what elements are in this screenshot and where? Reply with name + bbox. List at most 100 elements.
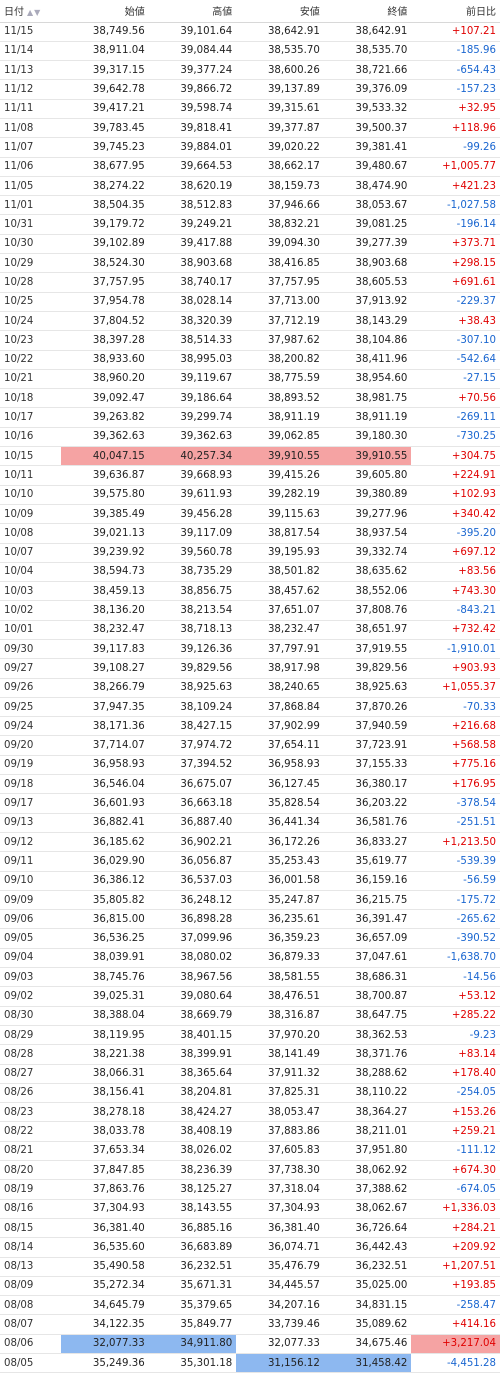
change-cell: +38.43 xyxy=(411,311,500,332)
table-row: 11/12 39,642.78 39,866.72 39,137.89 39,376.0… xyxy=(0,79,500,100)
close-cell: 38,686.31 xyxy=(323,967,412,988)
low-cell: 37,712.19 xyxy=(236,311,324,332)
high-cell: 38,320.39 xyxy=(148,311,237,332)
table-row: 08/20 37,847.85 38,236.39 37,738.30 38,062.9… xyxy=(0,1160,500,1181)
table-row: 11/11 39,417.21 39,598.74 39,315.61 39,533.3… xyxy=(0,99,500,119)
high-cell: 36,683.89 xyxy=(148,1237,237,1258)
open-column-header[interactable]: 始値 xyxy=(61,0,149,23)
high-cell: 38,424.27 xyxy=(148,1102,237,1123)
low-cell: 39,137.89 xyxy=(236,79,324,100)
change-cell: -157.23 xyxy=(411,79,500,100)
close-cell: 38,700.87 xyxy=(323,986,412,1007)
high-cell: 38,514.33 xyxy=(148,330,237,351)
high-cell: 38,213.54 xyxy=(148,600,237,621)
open-cell: 38,221.38 xyxy=(61,1044,149,1065)
open-cell: 38,749.56 xyxy=(61,22,149,42)
sort-icon[interactable]: ▲▼ xyxy=(27,8,42,18)
open-cell: 38,066.31 xyxy=(61,1064,149,1084)
high-cell: 38,109.24 xyxy=(148,697,237,718)
table-row: 08/30 38,388.04 38,669.79 38,316.87 38,647.7… xyxy=(0,1006,500,1026)
table-row: 08/27 38,066.31 38,365.64 37,911.32 38,288.6… xyxy=(0,1064,500,1084)
change-cell: +1,005.77 xyxy=(411,157,500,177)
close-cell: 39,533.32 xyxy=(323,99,412,119)
table-row: 08/09 35,272.34 35,671.31 34,445.57 35,025.0… xyxy=(0,1276,500,1297)
change-cell: +903.93 xyxy=(411,658,500,679)
high-cell: 38,143.55 xyxy=(148,1199,237,1219)
change-cell: +285.22 xyxy=(411,1006,500,1026)
table-row: 10/18 39,092.47 39,186.64 38,893.52 38,981.7… xyxy=(0,388,500,409)
close-cell: 35,619.77 xyxy=(323,851,412,872)
change-cell: +178.40 xyxy=(411,1064,500,1084)
open-cell: 40,047.15 xyxy=(61,446,149,467)
high-cell: 40,257.34 xyxy=(148,446,237,467)
low-cell: 39,377.87 xyxy=(236,118,324,139)
change-cell: -307.10 xyxy=(411,330,500,351)
open-cell: 39,317.15 xyxy=(61,60,149,81)
low-cell: 36,127.45 xyxy=(236,774,324,795)
high-cell: 38,925.63 xyxy=(148,678,237,698)
date-cell: 11/15 xyxy=(0,22,62,42)
open-cell: 39,117.83 xyxy=(61,639,149,660)
table-row: 10/08 39,021.13 39,117.09 38,817.54 38,937.5… xyxy=(0,523,500,544)
low-column-header[interactable]: 安値 xyxy=(236,0,324,23)
close-column-header[interactable]: 終値 xyxy=(323,0,412,23)
open-cell: 34,645.79 xyxy=(61,1295,149,1316)
open-cell: 36,958.93 xyxy=(61,755,149,776)
change-cell: +209.92 xyxy=(411,1237,500,1258)
table-row: 10/23 38,397.28 38,514.33 37,987.62 38,104.8… xyxy=(0,330,500,351)
change-cell: -1,910.01 xyxy=(411,639,500,660)
high-column-header[interactable]: 高値 xyxy=(148,0,237,23)
close-cell: 37,388.62 xyxy=(323,1179,412,1200)
close-cell: 36,232.51 xyxy=(323,1257,412,1277)
change-cell: +83.14 xyxy=(411,1044,500,1065)
high-cell: 36,885.16 xyxy=(148,1218,237,1239)
open-cell: 39,179.72 xyxy=(61,214,149,235)
date-cell: 11/01 xyxy=(0,195,62,216)
date-column-header[interactable]: 日付 ▲▼ xyxy=(0,0,62,23)
open-cell: 38,039.91 xyxy=(61,948,149,969)
low-cell: 37,605.83 xyxy=(236,1141,324,1162)
change-cell: +340.42 xyxy=(411,504,500,525)
open-cell: 38,459.13 xyxy=(61,581,149,602)
date-cell: 08/26 xyxy=(0,1083,62,1104)
table-row: 09/05 36,536.25 37,099.96 36,359.23 36,657.0… xyxy=(0,928,500,949)
close-cell: 38,062.67 xyxy=(323,1199,412,1219)
high-cell: 35,379.65 xyxy=(148,1295,237,1316)
date-cell: 08/15 xyxy=(0,1218,62,1239)
low-cell: 38,600.26 xyxy=(236,60,324,81)
change-cell: -254.05 xyxy=(411,1083,500,1104)
change-cell: -56.59 xyxy=(411,871,500,891)
close-cell: 36,726.64 xyxy=(323,1218,412,1239)
low-cell: 37,738.30 xyxy=(236,1160,324,1181)
low-cell: 38,911.19 xyxy=(236,407,324,428)
date-cell: 10/09 xyxy=(0,504,62,525)
open-cell: 36,536.25 xyxy=(61,928,149,949)
low-cell: 37,797.91 xyxy=(236,639,324,660)
close-cell: 39,180.30 xyxy=(323,427,412,448)
open-cell: 36,029.90 xyxy=(61,851,149,872)
table-row: 08/08 34,645.79 35,379.65 34,207.16 34,831.1… xyxy=(0,1295,500,1316)
change-cell: -229.37 xyxy=(411,292,500,312)
close-cell: 38,903.68 xyxy=(323,253,412,274)
change-cell: +118.96 xyxy=(411,118,500,139)
open-cell: 38,745.76 xyxy=(61,967,149,988)
close-cell: 37,919.55 xyxy=(323,639,412,660)
date-cell: 08/20 xyxy=(0,1160,62,1181)
open-cell: 37,954.78 xyxy=(61,292,149,312)
open-cell: 36,546.04 xyxy=(61,774,149,795)
low-cell: 32,077.33 xyxy=(236,1334,324,1354)
change-cell: -27.15 xyxy=(411,369,500,390)
high-cell: 38,620.19 xyxy=(148,176,237,197)
open-cell: 39,025.31 xyxy=(61,986,149,1007)
table-row: 10/02 38,136.20 38,213.54 37,651.07 37,808.7… xyxy=(0,600,500,621)
high-cell: 37,974.72 xyxy=(148,735,237,756)
table-row: 10/10 39,575.80 39,611.93 39,282.19 39,380.8… xyxy=(0,485,500,505)
high-cell: 38,967.56 xyxy=(148,967,237,988)
table-row: 08/28 38,221.38 38,399.91 38,141.49 38,371.7… xyxy=(0,1044,500,1065)
open-cell: 36,601.93 xyxy=(61,793,149,814)
close-cell: 39,376.09 xyxy=(323,79,412,100)
high-cell: 38,236.39 xyxy=(148,1160,237,1181)
change-cell: -196.14 xyxy=(411,214,500,235)
date-cell: 09/20 xyxy=(0,735,62,756)
change-column-header[interactable]: 前日比 xyxy=(411,0,500,23)
